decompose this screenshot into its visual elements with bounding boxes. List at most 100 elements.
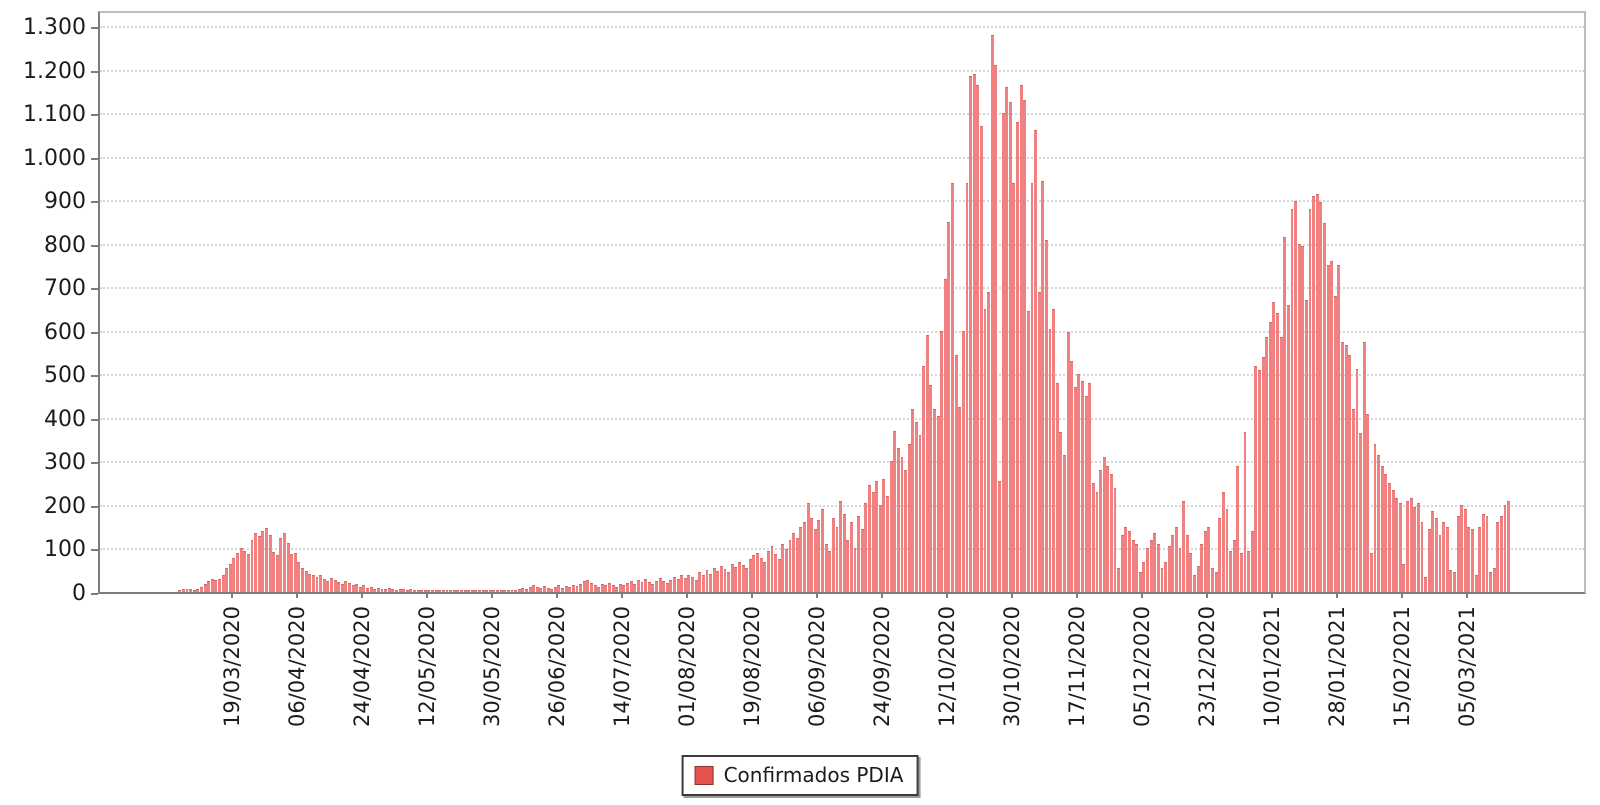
bar <box>871 491 875 592</box>
bar <box>539 588 543 592</box>
bar <box>1297 243 1301 592</box>
bar <box>1453 572 1456 592</box>
bar <box>987 291 991 592</box>
y-axis-tick <box>91 288 98 291</box>
bar <box>929 385 933 592</box>
bar <box>1337 265 1341 592</box>
bar <box>239 548 243 592</box>
bar <box>636 579 640 592</box>
x-axis-label: 24/09/2020 <box>869 606 894 728</box>
bar <box>701 575 705 592</box>
bar <box>665 583 669 592</box>
bar <box>1420 522 1424 592</box>
bar <box>257 536 261 592</box>
bar <box>705 570 709 592</box>
bar <box>485 590 489 592</box>
bar <box>1030 182 1034 592</box>
bar <box>301 568 304 592</box>
bar <box>351 585 355 592</box>
bar <box>488 590 492 592</box>
bar <box>766 550 770 592</box>
bar <box>824 544 828 592</box>
bar <box>340 584 344 592</box>
bar <box>181 589 185 592</box>
bar <box>1084 396 1088 592</box>
bar <box>1424 576 1428 592</box>
bar <box>835 526 839 592</box>
bar <box>1373 443 1377 592</box>
bar <box>640 582 644 592</box>
bar <box>1153 533 1157 592</box>
bar <box>842 513 846 592</box>
bar <box>506 590 510 592</box>
bar <box>1258 369 1261 592</box>
bar <box>940 330 944 592</box>
bar <box>1471 528 1474 592</box>
bar <box>918 435 922 592</box>
bar <box>492 590 496 592</box>
bar <box>644 578 648 592</box>
bar <box>474 590 478 592</box>
bar <box>1485 515 1489 592</box>
bar <box>1160 568 1164 592</box>
bar <box>532 585 536 592</box>
bar <box>1366 413 1370 592</box>
x-axis-tick <box>1335 594 1338 598</box>
bar <box>965 182 969 592</box>
bar <box>961 330 965 592</box>
bar <box>189 589 193 592</box>
bar <box>391 588 395 592</box>
bar <box>900 457 904 592</box>
bar <box>846 539 850 592</box>
x-axis-label: 14/07/2020 <box>609 606 634 728</box>
bar <box>633 584 637 592</box>
bar <box>1070 361 1074 592</box>
bar <box>618 584 622 592</box>
bar <box>868 485 871 592</box>
bar <box>420 590 424 592</box>
bar <box>557 585 561 592</box>
x-axis-tick <box>685 594 688 598</box>
bar <box>896 448 900 592</box>
plot-area <box>98 11 1586 594</box>
bar <box>279 537 283 592</box>
bar <box>669 579 673 592</box>
bar <box>1351 409 1355 592</box>
bar <box>1200 544 1204 592</box>
bar <box>803 522 806 592</box>
bar <box>738 561 741 592</box>
bar <box>979 126 983 592</box>
bar <box>326 581 330 592</box>
bar <box>1091 483 1095 592</box>
bar <box>268 535 272 592</box>
bar <box>1008 102 1012 592</box>
bar <box>463 590 467 592</box>
y-axis-label: 700 <box>44 276 86 302</box>
bar <box>1207 526 1211 592</box>
bar <box>514 590 518 592</box>
bar <box>1138 572 1142 592</box>
bar <box>1174 526 1178 592</box>
bar <box>1333 295 1337 592</box>
bar <box>860 528 864 592</box>
bar <box>1474 574 1478 592</box>
bar <box>821 509 824 592</box>
bar <box>1413 507 1417 592</box>
bar <box>369 586 373 592</box>
bar <box>1131 539 1135 592</box>
bar <box>1330 261 1334 592</box>
bar <box>1019 84 1023 592</box>
bar <box>1243 431 1247 592</box>
bar <box>658 578 662 592</box>
bar <box>1250 531 1254 592</box>
bar <box>1081 380 1084 592</box>
y-axis-label: 1.000 <box>23 145 86 171</box>
bar <box>1456 515 1460 592</box>
y-axis-label: 0 <box>72 581 86 606</box>
bar <box>1254 365 1258 592</box>
bar <box>1142 561 1146 592</box>
bar <box>1362 341 1366 592</box>
bar <box>290 553 294 592</box>
bar <box>1193 574 1196 592</box>
bar <box>452 590 456 592</box>
